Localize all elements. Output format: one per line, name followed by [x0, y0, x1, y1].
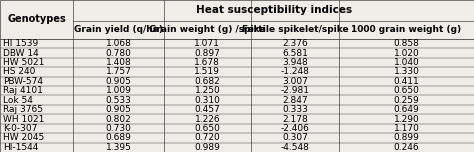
Text: -2.406: -2.406: [281, 124, 310, 133]
Text: 1.068: 1.068: [106, 39, 131, 48]
Text: 1.009: 1.009: [106, 86, 131, 95]
Text: Lok 54: Lok 54: [3, 96, 33, 105]
Text: 0.905: 0.905: [106, 105, 131, 114]
Text: 0.730: 0.730: [106, 124, 131, 133]
Text: 0.533: 0.533: [106, 96, 131, 105]
Text: Genotypes: Genotypes: [8, 14, 66, 24]
Text: 0.989: 0.989: [194, 143, 220, 152]
Text: 0.307: 0.307: [282, 133, 308, 142]
Text: 0.259: 0.259: [393, 96, 419, 105]
Text: 3.948: 3.948: [282, 58, 308, 67]
Text: 1.071: 1.071: [194, 39, 220, 48]
Text: Raj 3765: Raj 3765: [3, 105, 43, 114]
Text: 0.457: 0.457: [194, 105, 220, 114]
Text: -1.248: -1.248: [281, 67, 310, 76]
Text: 0.650: 0.650: [194, 124, 220, 133]
Text: -4.548: -4.548: [281, 143, 310, 152]
Text: HS 240: HS 240: [3, 67, 35, 76]
Text: 6.581: 6.581: [282, 48, 308, 58]
Text: DBW 14: DBW 14: [3, 48, 38, 58]
Text: K-0-307: K-0-307: [3, 124, 37, 133]
Text: PBW-574: PBW-574: [3, 77, 43, 86]
Text: Grain yield (q/ha): Grain yield (q/ha): [74, 25, 163, 35]
Text: 2.178: 2.178: [282, 114, 308, 124]
Text: 1.408: 1.408: [106, 58, 131, 67]
Text: 0.858: 0.858: [393, 39, 419, 48]
Text: 0.333: 0.333: [282, 105, 308, 114]
Text: Grain weight (g) /spike: Grain weight (g) /spike: [149, 25, 265, 35]
Text: 3.007: 3.007: [282, 77, 308, 86]
Text: 0.682: 0.682: [194, 77, 220, 86]
Text: 0.899: 0.899: [393, 133, 419, 142]
Text: WH 1021: WH 1021: [3, 114, 44, 124]
Text: -2.981: -2.981: [281, 86, 310, 95]
Text: 1.757: 1.757: [106, 67, 131, 76]
Text: 1.040: 1.040: [393, 58, 419, 67]
Text: 1.678: 1.678: [194, 58, 220, 67]
Text: HW 5021: HW 5021: [3, 58, 44, 67]
Text: 0.246: 0.246: [393, 143, 419, 152]
Text: 0.780: 0.780: [106, 48, 131, 58]
Text: 1.170: 1.170: [393, 124, 419, 133]
Text: Raj 4101: Raj 4101: [3, 86, 43, 95]
Text: Heat susceptibility indices: Heat susceptibility indices: [196, 5, 352, 16]
Text: 0.411: 0.411: [393, 77, 419, 86]
Text: 0.650: 0.650: [393, 86, 419, 95]
Text: 2.847: 2.847: [282, 96, 308, 105]
Text: 0.802: 0.802: [106, 114, 131, 124]
Text: 0.905: 0.905: [106, 77, 131, 86]
Text: 1.290: 1.290: [393, 114, 419, 124]
Text: 0.897: 0.897: [194, 48, 220, 58]
Text: 2.376: 2.376: [282, 39, 308, 48]
Text: 0.689: 0.689: [106, 133, 131, 142]
Text: 1.250: 1.250: [194, 86, 220, 95]
Text: 1.395: 1.395: [106, 143, 131, 152]
Text: 0.649: 0.649: [393, 105, 419, 114]
Text: 0.720: 0.720: [194, 133, 220, 142]
Text: 1.020: 1.020: [393, 48, 419, 58]
Text: HI-1544: HI-1544: [3, 143, 38, 152]
Text: HW 2045: HW 2045: [3, 133, 44, 142]
Text: 1.519: 1.519: [194, 67, 220, 76]
Text: 1000 grain weight (g): 1000 grain weight (g): [351, 25, 462, 35]
Text: 0.310: 0.310: [194, 96, 220, 105]
Text: Fertile spikelet/spike: Fertile spikelet/spike: [242, 25, 348, 35]
Text: 1.330: 1.330: [393, 67, 419, 76]
Text: 1.226: 1.226: [194, 114, 220, 124]
Text: HI 1539: HI 1539: [3, 39, 38, 48]
